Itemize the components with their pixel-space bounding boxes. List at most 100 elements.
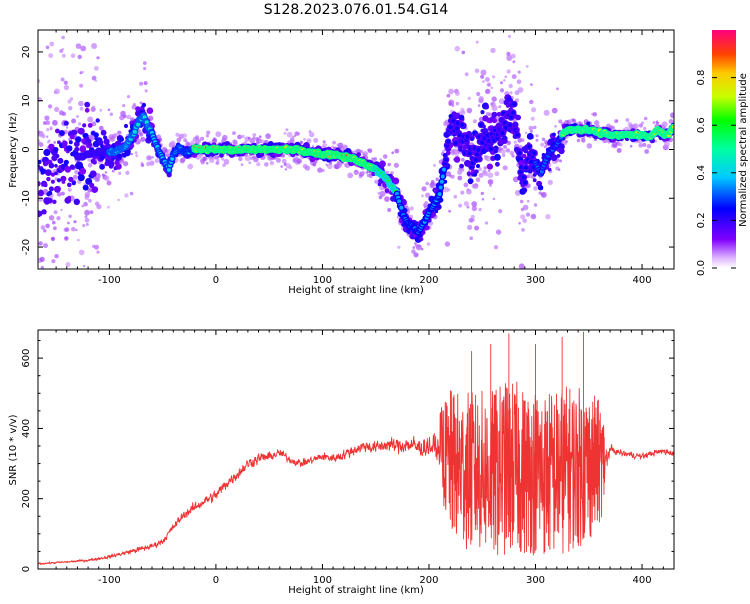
spectrogram-cell [321, 168, 325, 173]
colorbar-ticks: 0.0 0.2 0.4 0.6 0.8 [696, 70, 736, 276]
spectrogram-cell [384, 196, 390, 202]
spectrogram-cell [492, 75, 496, 79]
spectrogram-cell [60, 191, 65, 196]
spectrogram-cell [670, 112, 674, 119]
spectrogram-cell [643, 126, 647, 131]
spectrogram-cell [474, 183, 479, 187]
spectrogram-cell [54, 106, 60, 112]
spectrogram-cell [211, 138, 218, 144]
spectrogram-cell [104, 171, 108, 174]
spectrogram-cell [461, 110, 466, 115]
spectrogram-cell [661, 121, 668, 128]
spectrogram-cell [474, 68, 480, 74]
spectrogram-cell [539, 169, 544, 174]
spectrogram-cell [48, 162, 55, 169]
spectrogram-cell [550, 154, 558, 162]
spectrogram-cell [209, 157, 215, 164]
spectrogram-cell [40, 265, 44, 269]
spectrogram-cell [487, 179, 494, 185]
spectrogram-cell [222, 134, 228, 141]
spectrogram-cell [525, 212, 531, 217]
spectrogram-cell [147, 155, 152, 161]
spectrogram-cell [146, 161, 151, 167]
spectrogram-cell [72, 174, 78, 180]
spectrogram-cell [544, 145, 547, 149]
spectrogram-cell [490, 47, 496, 54]
spectrogram-cell [130, 152, 133, 156]
spectrogram-cell [79, 145, 87, 153]
snr-y-label: SNR (10 * v/v) [8, 414, 19, 485]
spectrogram-cell [479, 122, 484, 127]
spectrogram-cell [438, 185, 443, 190]
spectrogram-cell [362, 151, 368, 157]
snr-x-label: Height of straight line (km) [288, 585, 424, 596]
spectrogram-cell [525, 131, 528, 135]
spectrogram-cell [205, 134, 209, 138]
spectrogram-cell [143, 66, 147, 71]
spectrogram-cell [134, 151, 138, 155]
spectrogram-cell [107, 160, 115, 168]
spectrogram-cell [96, 204, 102, 210]
spectrogram-cell [470, 219, 474, 223]
spectrogram-cell [526, 199, 530, 203]
spectrogram-cell [286, 131, 293, 138]
spectrogram-cell [41, 209, 47, 215]
spectrogram-cell [48, 53, 54, 59]
spectrogram-cell [614, 119, 619, 124]
spectrogram-cell [394, 148, 400, 154]
spectrogram-cell [444, 157, 448, 162]
spectrogram-cell [668, 119, 674, 124]
spectrogram-cell [586, 121, 591, 126]
x-tick-label: 400 [632, 275, 651, 286]
x-tick-label: 400 [632, 575, 651, 586]
spectrogram-cell [39, 256, 45, 262]
spectrogram-cell [42, 318, 47, 323]
spectrogram-cell [458, 203, 463, 208]
spectrogram-cell [44, 115, 50, 121]
spectrogram-cell [38, 180, 41, 187]
spectrogram-cell [508, 83, 513, 89]
spectrogram-cell [253, 156, 259, 163]
spectrogram-cell [48, 215, 55, 221]
spectrogram-cell [53, 147, 59, 153]
spectrogram-cell [487, 172, 494, 179]
spectrogram-cell [57, 157, 64, 164]
spectrogram-cell [140, 163, 145, 167]
spectrogram-cell [151, 156, 154, 159]
spectrogram-cell [81, 204, 84, 208]
spectrogram-cell [502, 138, 508, 144]
spectrogram-cell [144, 120, 149, 125]
spectrogram-cell [91, 43, 98, 49]
spectrogram-cell [421, 186, 427, 192]
spectrogram-cell [481, 197, 485, 201]
spectrogram-cell [532, 151, 537, 155]
snr-marks [38, 331, 674, 566]
spectrogram-cell [521, 175, 526, 180]
spectrogram-cell [415, 253, 419, 257]
spectrogram-cell [664, 141, 670, 147]
spectrogram-cell [75, 136, 82, 143]
spectrogram-cell [613, 144, 618, 149]
spectrogram-cell [455, 153, 459, 158]
spectrogram-cell [237, 134, 242, 140]
spectrogram-cell [480, 110, 485, 115]
spectrogram-cell [67, 221, 70, 225]
spectrogram-cell [485, 155, 492, 162]
spectrogram-cell [477, 167, 483, 172]
spectrogram-cell [80, 45, 87, 52]
spectrogram-cell [332, 140, 336, 145]
spectrogram-cell [51, 259, 56, 264]
spectrogram-cell [61, 180, 66, 184]
spectrogram-cell [182, 133, 187, 138]
spectrogram-cell [67, 195, 72, 200]
spectrogram-cell [46, 128, 50, 132]
spectrogram-cell [304, 165, 311, 171]
spectrogram-cell [361, 171, 365, 175]
spectrogram-cell [480, 74, 485, 79]
spectrogram-cell [547, 167, 552, 172]
spectrogram-cell [55, 128, 60, 134]
spectrogram-cell [480, 191, 484, 196]
spectrogram-cell [38, 159, 42, 165]
spectrogram-cell [82, 264, 86, 268]
spectrogram-cell [75, 43, 82, 49]
